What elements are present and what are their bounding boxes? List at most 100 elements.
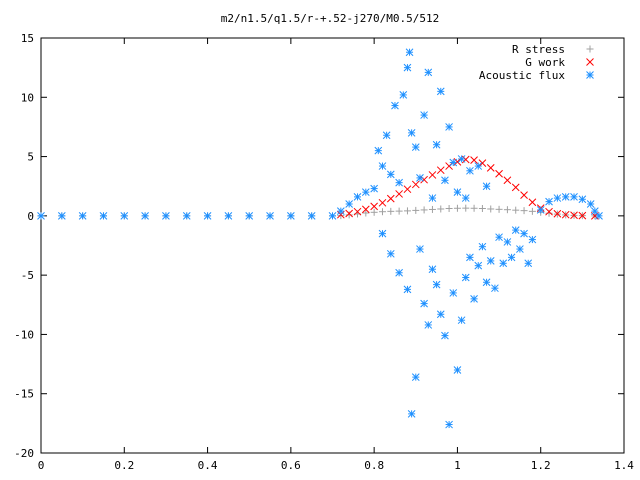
- data-point: [391, 101, 399, 110]
- data-point: [78, 212, 87, 220]
- data-point: [203, 212, 212, 220]
- data-point: [403, 63, 412, 72]
- y-tick-label: -15: [14, 388, 34, 401]
- data-point: [578, 211, 587, 220]
- data-point: [507, 253, 516, 262]
- y-tick-label: -10: [14, 328, 34, 341]
- data-point: [412, 206, 420, 214]
- data-point: [345, 211, 353, 219]
- data-point: [586, 200, 595, 208]
- data-point: [495, 169, 503, 178]
- data-point: [428, 265, 437, 274]
- series-r-stress: [37, 204, 599, 220]
- data-point: [595, 212, 603, 220]
- data-point: [336, 207, 345, 215]
- y-tick-label: 0: [27, 210, 34, 223]
- data-point: [428, 171, 437, 179]
- data-point: [336, 210, 345, 219]
- data-marks: [37, 48, 603, 429]
- data-point: [120, 212, 129, 220]
- data-point: [449, 158, 458, 167]
- data-point: [436, 310, 445, 319]
- data-point: [545, 207, 553, 216]
- legend-label: Acoustic flux: [479, 69, 565, 82]
- data-point: [457, 316, 466, 325]
- data-point: [428, 194, 437, 202]
- x-tick-label: 1.4: [614, 459, 634, 472]
- data-point: [511, 183, 520, 192]
- data-point: [445, 123, 453, 131]
- data-point: [141, 212, 149, 220]
- data-point: [445, 420, 453, 429]
- data-point: [353, 207, 362, 216]
- data-point: [370, 208, 378, 216]
- data-point: [503, 176, 512, 185]
- data-point: [545, 209, 553, 217]
- data-point: [486, 163, 495, 172]
- data-point: [395, 178, 403, 187]
- data-point: [553, 194, 562, 202]
- data-point: [370, 202, 378, 211]
- x-tick-label: 1: [454, 459, 461, 472]
- legend-label: G work: [525, 56, 565, 69]
- data-point: [491, 284, 499, 293]
- data-point: [441, 331, 449, 340]
- data-point: [437, 205, 445, 213]
- data-point: [407, 410, 416, 418]
- data-point: [387, 207, 395, 215]
- data-point: [403, 207, 411, 215]
- data-point: [462, 204, 470, 212]
- data-point: [441, 176, 449, 185]
- data-point: [378, 198, 387, 207]
- data-point: [403, 285, 412, 294]
- plot-frame: [40, 37, 625, 454]
- data-point: [445, 205, 453, 213]
- data-point: [399, 91, 408, 99]
- data-point: [378, 208, 386, 216]
- data-point: [386, 194, 395, 203]
- data-point: [495, 205, 503, 213]
- x-tick-label: 0.6: [281, 459, 301, 472]
- data-point: [466, 166, 474, 175]
- data-point: [528, 235, 537, 244]
- data-point: [411, 180, 420, 189]
- data-point: [470, 156, 478, 164]
- data-point: [503, 238, 512, 246]
- data-point: [528, 207, 536, 215]
- data-point: [428, 205, 436, 213]
- y-tick-label: -5: [21, 269, 34, 282]
- data-point: [374, 146, 383, 155]
- data-point: [482, 278, 491, 287]
- data-point: [520, 191, 528, 199]
- data-point: [561, 193, 570, 201]
- data-point: [516, 245, 524, 253]
- y-tick-label: 15: [21, 32, 34, 45]
- data-point: [407, 129, 416, 137]
- data-point: [474, 162, 483, 170]
- data-point: [361, 205, 370, 214]
- data-point: [486, 257, 495, 265]
- legend-marker: [586, 71, 594, 79]
- data-point: [478, 242, 487, 251]
- data-point: [578, 195, 587, 204]
- data-point: [420, 175, 428, 184]
- data-point: [470, 295, 478, 303]
- legend-marker: [586, 45, 594, 53]
- data-point: [478, 159, 487, 167]
- data-point: [432, 140, 441, 149]
- data-point: [345, 209, 354, 218]
- x-tick-label: 0.2: [114, 459, 134, 472]
- data-point: [420, 206, 428, 214]
- data-point: [511, 226, 520, 234]
- data-point: [416, 245, 424, 253]
- data-point: [495, 233, 503, 242]
- x-tick-label: 1.2: [531, 459, 551, 472]
- data-point: [512, 206, 520, 214]
- axes: 0 0.2 0.4 0.6 0.8 1 1.2 1.4 15 10 5 0 -5 -10 -15 -20: [14, 32, 634, 472]
- data-point: [57, 212, 66, 220]
- data-point: [436, 87, 445, 96]
- data-point: [345, 200, 354, 208]
- data-point: [307, 212, 316, 220]
- data-point: [457, 155, 466, 163]
